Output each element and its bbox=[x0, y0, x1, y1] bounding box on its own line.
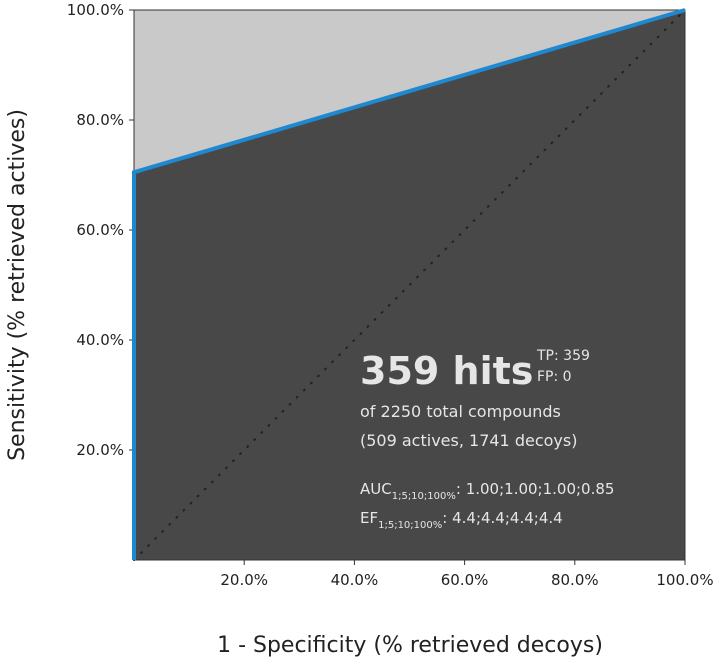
y-tick-label: 60.0% bbox=[76, 221, 124, 239]
annotations: 359 hits TP: 359 FP: 0 of 2250 total com… bbox=[360, 348, 614, 531]
plot-area: 20.0% 40.0% 60.0% 80.0% 100.0% 20.0% 40.0% 60.0… bbox=[67, 1, 714, 589]
x-tick-label: 20.0% bbox=[220, 571, 268, 589]
roc-line bbox=[132, 8, 686, 560]
y-tick-label: 20.0% bbox=[76, 441, 124, 459]
ef-sub: 1;5;10;100% bbox=[378, 520, 442, 531]
auc-sub: 1;5;10;100% bbox=[392, 491, 456, 502]
y-axis-title: Sensitivity (% retrieved actives) bbox=[5, 109, 30, 461]
hits: 359 hits bbox=[360, 349, 533, 393]
y-tick-label: 80.0% bbox=[76, 111, 124, 129]
x-axis-title: 1 - Specificity (% retrieved decoys) bbox=[217, 633, 603, 658]
baseline bbox=[133, 9, 686, 561]
auc: AUC1;5;10;100%: 1.00;1.00;1.00;0.85 bbox=[360, 480, 614, 502]
x-tick-label: 80.0% bbox=[551, 571, 599, 589]
auc-values: : 1.00;1.00;1.00;0.85 bbox=[456, 480, 615, 498]
ef-values: : 4.4;4.4;4.4;4.4 bbox=[442, 509, 562, 527]
x-tick-label: 40.0% bbox=[331, 571, 379, 589]
tp: TP: 359 bbox=[536, 348, 590, 364]
y-tick-label: 100.0% bbox=[67, 1, 124, 19]
fp: FP: 0 bbox=[537, 369, 572, 385]
split: (509 actives, 1741 decoys) bbox=[360, 431, 577, 450]
auc-label: AUC bbox=[360, 480, 392, 498]
total: of 2250 total compounds bbox=[360, 402, 561, 421]
y-tick-label: 40.0% bbox=[76, 331, 124, 349]
ef-label: EF bbox=[360, 509, 378, 527]
x-tick-label: 100.0% bbox=[656, 571, 713, 589]
x-tick-label: 60.0% bbox=[441, 571, 489, 589]
ef: EF1;5;10;100%: 4.4;4.4;4.4;4.4 bbox=[360, 509, 563, 531]
